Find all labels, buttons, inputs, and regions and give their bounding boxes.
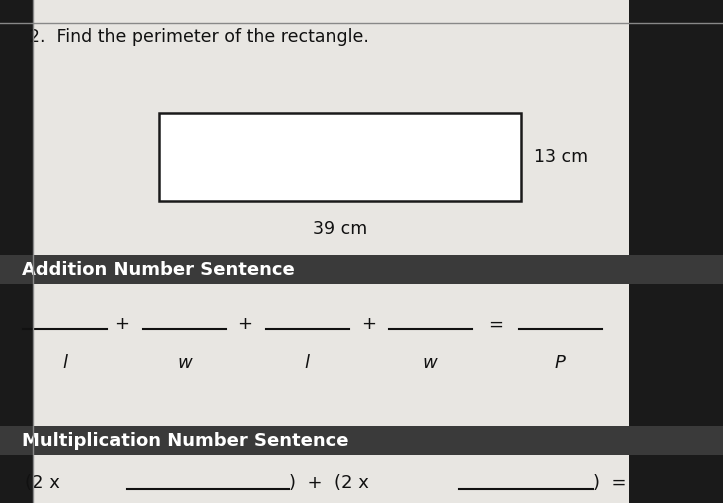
Text: 13 cm: 13 cm <box>534 148 588 166</box>
Text: w: w <box>177 354 192 372</box>
Bar <box>0 426 723 455</box>
Text: +: + <box>237 315 252 333</box>
Bar <box>159 113 521 201</box>
Bar <box>0 255 723 284</box>
Text: )  =: ) = <box>593 474 626 492</box>
Text: Multiplication Number Sentence: Multiplication Number Sentence <box>22 432 348 450</box>
Text: )  +  (2 x: ) + (2 x <box>289 474 369 492</box>
Text: (2 x: (2 x <box>25 474 60 492</box>
Text: 2.  Find the perimeter of the rectangle.: 2. Find the perimeter of the rectangle. <box>29 28 369 46</box>
Text: =: = <box>489 315 503 333</box>
Text: Addition Number Sentence: Addition Number Sentence <box>22 261 294 279</box>
Text: +: + <box>362 315 376 333</box>
Text: l: l <box>63 354 67 372</box>
Text: +: + <box>114 315 129 333</box>
Text: w: w <box>423 354 437 372</box>
Text: l: l <box>305 354 309 372</box>
Text: 39 cm: 39 cm <box>312 220 367 238</box>
Text: P: P <box>555 354 566 372</box>
